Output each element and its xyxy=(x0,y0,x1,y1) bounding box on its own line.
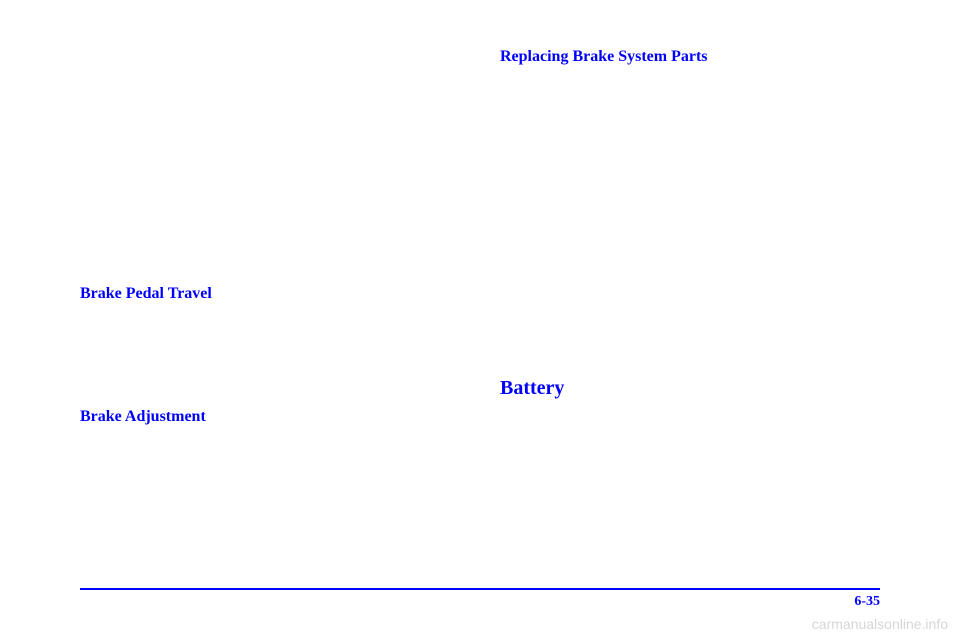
heading-battery: Battery xyxy=(500,377,880,400)
right-para-1: The braking system on a vehicle is compl… xyxy=(500,74,880,309)
left-para-2: See your dealer if the brake pedal does … xyxy=(80,311,460,370)
right-para-2: Every new vehicle has an ACDelco Freedom… xyxy=(500,408,880,486)
heading-brake-pedal-travel: Brake Pedal Travel xyxy=(80,285,460,303)
right-column: Replacing Brake System Parts The braking… xyxy=(500,40,880,570)
left-para-1: Some driving conditions or climates may … xyxy=(80,40,460,177)
footer-divider xyxy=(80,588,880,590)
heading-replacing-brake-parts: Replacing Brake System Parts xyxy=(500,48,880,66)
left-column: Some driving conditions or climates may … xyxy=(80,40,460,570)
watermark-text: carmanualsonline.info xyxy=(812,616,948,632)
heading-brake-adjustment: Brake Adjustment xyxy=(80,408,460,426)
left-para-3: Every time you make a moderate brake sto… xyxy=(80,434,460,532)
page-number: 6-35 xyxy=(854,594,880,610)
